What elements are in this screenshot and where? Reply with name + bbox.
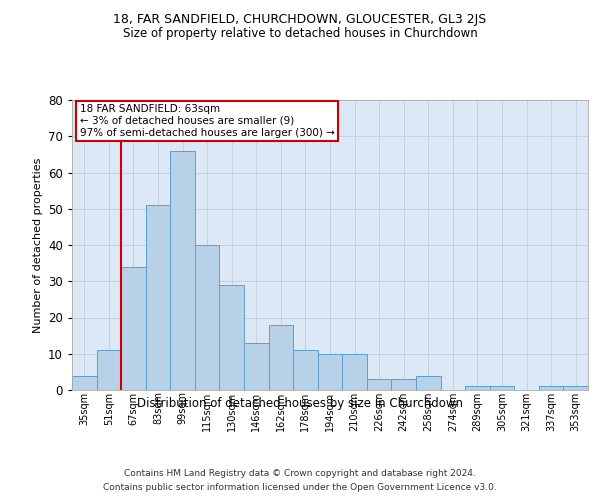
- Bar: [490, 386, 514, 390]
- Bar: [121, 267, 146, 390]
- Bar: [391, 379, 416, 390]
- Bar: [244, 343, 269, 390]
- Bar: [367, 379, 391, 390]
- Text: Distribution of detached houses by size in Churchdown: Distribution of detached houses by size …: [137, 398, 463, 410]
- Bar: [416, 376, 440, 390]
- Y-axis label: Number of detached properties: Number of detached properties: [32, 158, 43, 332]
- Bar: [170, 151, 195, 390]
- Bar: [97, 350, 121, 390]
- Bar: [72, 376, 97, 390]
- Bar: [195, 245, 220, 390]
- Bar: [293, 350, 318, 390]
- Text: Contains HM Land Registry data © Crown copyright and database right 2024.: Contains HM Land Registry data © Crown c…: [124, 468, 476, 477]
- Text: 18, FAR SANDFIELD, CHURCHDOWN, GLOUCESTER, GL3 2JS: 18, FAR SANDFIELD, CHURCHDOWN, GLOUCESTE…: [113, 12, 487, 26]
- Bar: [220, 285, 244, 390]
- Bar: [539, 386, 563, 390]
- Bar: [146, 205, 170, 390]
- Bar: [318, 354, 342, 390]
- Text: Size of property relative to detached houses in Churchdown: Size of property relative to detached ho…: [122, 28, 478, 40]
- Bar: [342, 354, 367, 390]
- Bar: [465, 386, 490, 390]
- Bar: [563, 386, 588, 390]
- Bar: [269, 325, 293, 390]
- Text: Contains public sector information licensed under the Open Government Licence v3: Contains public sector information licen…: [103, 484, 497, 492]
- Text: 18 FAR SANDFIELD: 63sqm
← 3% of detached houses are smaller (9)
97% of semi-deta: 18 FAR SANDFIELD: 63sqm ← 3% of detached…: [80, 104, 335, 138]
